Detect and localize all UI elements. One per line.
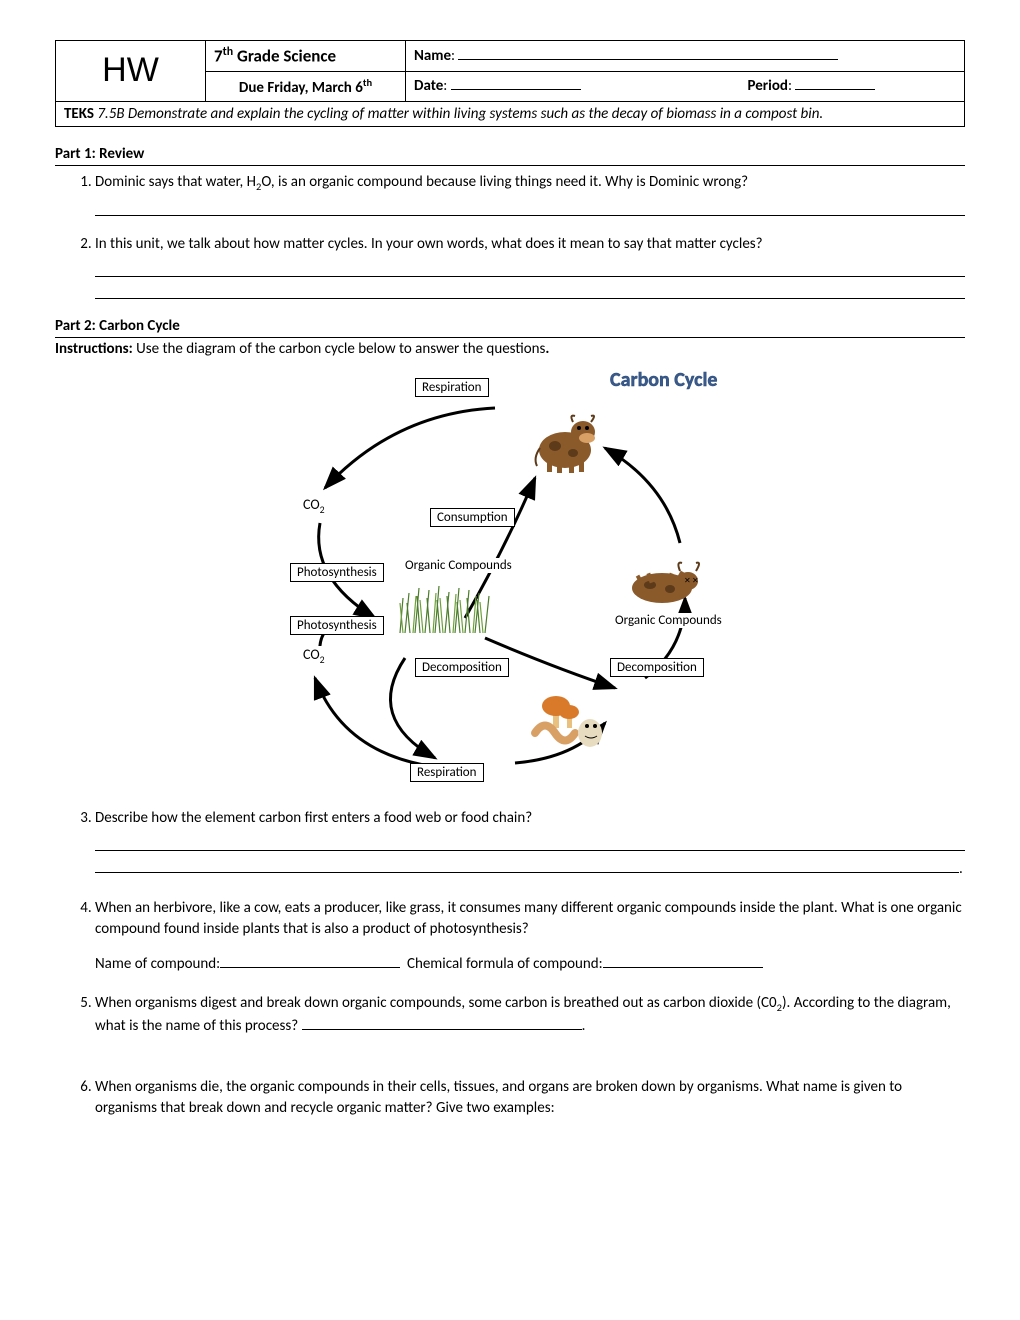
decomposers-icon xyxy=(525,678,615,748)
part1-questions: Dominic says that water, H2O, is an orga… xyxy=(95,172,965,300)
subject-rest: Grade Science xyxy=(233,46,336,67)
q6-text: When organisms die, the organic compound… xyxy=(95,1078,902,1117)
q3-text: Describe how the element carbon first en… xyxy=(95,809,532,827)
subject-cell: 7th Grade Science xyxy=(206,41,406,72)
label-decomposition-1: Decomposition xyxy=(415,658,509,677)
part2-questions: Describe how the element carbon first en… xyxy=(95,808,965,1119)
part2-title: Part 2: Carbon Cycle xyxy=(55,317,965,338)
question-1: Dominic says that water, H2O, is an orga… xyxy=(95,172,965,217)
header-table: HW 7th Grade Science Name: Due Friday, M… xyxy=(55,40,965,127)
q2-answer-line-1[interactable] xyxy=(95,259,965,277)
q4-name-label: Name of compound: xyxy=(95,954,220,975)
label-respiration-bottom: Respiration xyxy=(410,763,484,782)
teks-prefix: TEKS xyxy=(64,105,94,123)
grass-icon xyxy=(395,578,495,633)
name-blank[interactable] xyxy=(458,59,838,60)
label-co2-top: CO2 xyxy=(303,496,325,516)
svg-text:✕: ✕ xyxy=(692,576,699,586)
part2-instructions: Instructions: Use the diagram of the car… xyxy=(55,340,965,358)
label-organic-1: Organic Compounds xyxy=(405,558,512,573)
label-photosynthesis-1: Photosynthesis xyxy=(290,563,384,582)
question-4: When an herbivore, like a cow, eats a pr… xyxy=(95,898,965,975)
period-label: Period xyxy=(748,77,788,95)
question-2: In this unit, we talk about how matter c… xyxy=(95,234,965,299)
q1-text-b: O, is an organic compound because living… xyxy=(261,173,748,191)
q1-text-a: Dominic says that water, H xyxy=(95,173,256,191)
name-cell: Name: xyxy=(406,41,965,72)
carbon-cycle-diagram: Carbon Cycle Respiration CO2 Photosynthe… xyxy=(215,368,775,788)
dead-cow-icon: ✕ ✕ xyxy=(620,553,705,608)
q3-answer-line-2[interactable] xyxy=(95,855,959,873)
date-label: Date xyxy=(414,77,443,95)
q2-text: In this unit, we talk about how matter c… xyxy=(95,235,763,253)
subject-grade: 7 xyxy=(214,46,223,67)
part1-title: Part 1: Review xyxy=(55,145,965,166)
q1-answer-line[interactable] xyxy=(95,198,965,216)
q2-answer-line-2[interactable] xyxy=(95,281,965,299)
date-blank[interactable] xyxy=(451,89,581,90)
q5-blank[interactable] xyxy=(302,1029,582,1030)
question-6: When organisms die, the organic compound… xyxy=(95,1077,965,1119)
cow-icon xyxy=(525,408,605,473)
name-label: Name xyxy=(414,47,451,65)
question-5: When organisms digest and break down org… xyxy=(95,993,965,1037)
q4-fill-row: Name of compound: Chemical formula of co… xyxy=(95,954,965,975)
label-respiration-top: Respiration xyxy=(415,378,489,397)
svg-text:✕: ✕ xyxy=(684,576,691,586)
subject-suffix: th xyxy=(223,45,234,59)
due-suffix: th xyxy=(363,76,372,89)
q4-name-blank[interactable] xyxy=(220,967,400,968)
label-decomposition-2: Decomposition xyxy=(610,658,704,677)
label-consumption: Consumption xyxy=(430,508,515,527)
due-prefix: Due Friday, March 6 xyxy=(239,79,363,97)
q4-formula-blank[interactable] xyxy=(603,967,763,968)
instructions-bold: Instructions: xyxy=(55,340,133,358)
date-period-cell: Date: Period: xyxy=(406,71,965,101)
q4-formula-label: Chemical formula of compound: xyxy=(407,954,603,975)
period-blank[interactable] xyxy=(795,89,875,90)
label-photosynthesis-2: Photosynthesis xyxy=(290,616,384,635)
teks-text: 7.5B Demonstrate and explain the cycling… xyxy=(94,105,823,123)
teks-cell: TEKS 7.5B Demonstrate and explain the cy… xyxy=(56,101,965,126)
due-cell: Due Friday, March 6th xyxy=(206,71,406,101)
question-3: Describe how the element carbon first en… xyxy=(95,808,965,880)
label-organic-2: Organic Compounds xyxy=(615,613,722,628)
q5-text-a: When organisms digest and break down org… xyxy=(95,994,777,1012)
hw-cell: HW xyxy=(56,41,206,102)
instructions-rest: Use the diagram of the carbon cycle belo… xyxy=(133,340,546,358)
q4-text: When an herbivore, like a cow, eats a pr… xyxy=(95,899,962,938)
label-co2-bottom: CO2 xyxy=(303,646,325,666)
q3-answer-line-1[interactable] xyxy=(95,833,965,851)
